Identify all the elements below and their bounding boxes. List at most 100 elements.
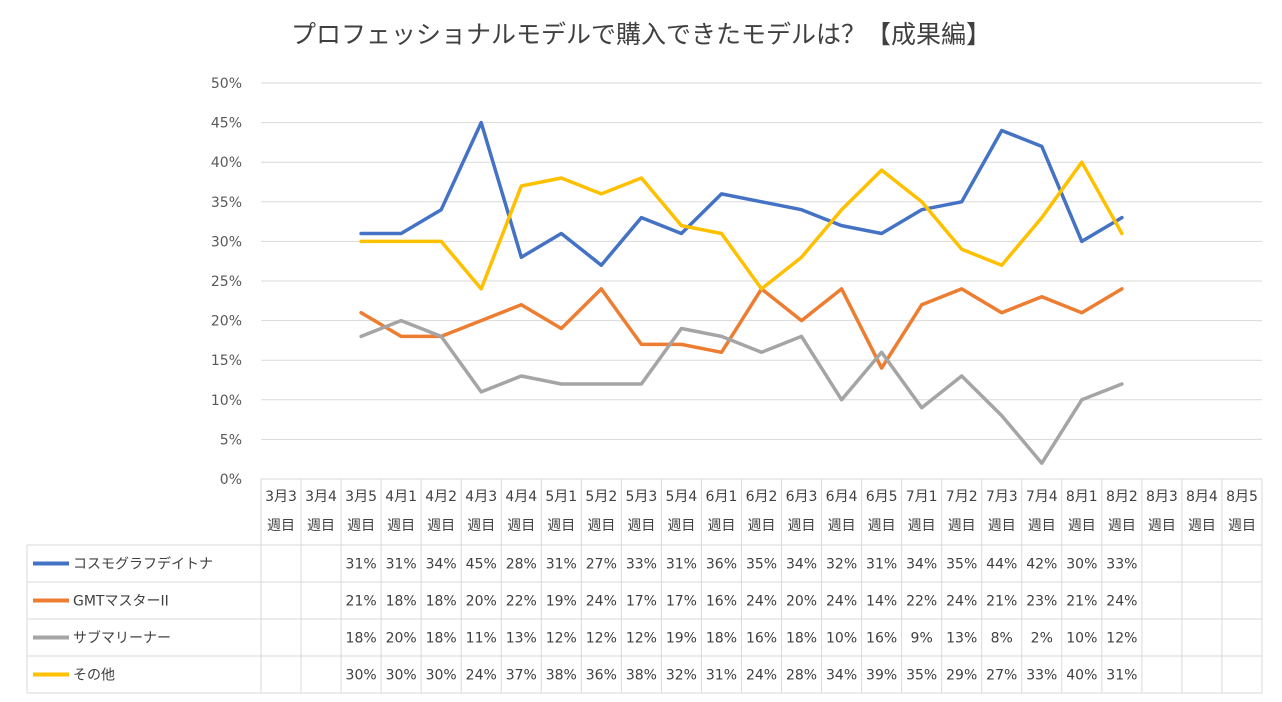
x-tick-label-week: 週目 (1028, 518, 1056, 534)
data-label: 21% (346, 594, 377, 610)
legend-label: サブマリーナー (73, 630, 171, 647)
data-label: 27% (586, 557, 617, 573)
series-line (359, 160, 1124, 291)
data-label: 42% (1026, 557, 1057, 573)
x-tick-label-week: 週目 (748, 518, 776, 534)
x-tick-label-week: 週目 (1148, 518, 1176, 534)
data-label: 2% (1031, 631, 1053, 647)
x-tick-label-week: 週目 (267, 518, 295, 534)
data-label: 24% (1106, 594, 1137, 610)
data-label: 19% (546, 594, 577, 610)
data-label: 30% (386, 668, 417, 684)
x-tick-label: 3月3 (265, 489, 297, 505)
data-label: 12% (546, 631, 577, 647)
data-label: 13% (506, 631, 537, 647)
data-label: 31% (866, 557, 897, 573)
data-label: 18% (346, 631, 377, 647)
data-label: 10% (1066, 631, 1097, 647)
data-label: 16% (746, 631, 777, 647)
x-tick-label-week: 週目 (788, 518, 816, 534)
series-line (359, 318, 1124, 465)
x-tick-label-week: 週目 (667, 518, 695, 534)
series-line (359, 120, 1124, 267)
y-tick-label: 45% (211, 116, 242, 132)
x-tick-label: 3月4 (305, 489, 337, 505)
data-label: 38% (546, 668, 577, 684)
data-label: 20% (786, 594, 817, 610)
data-label: 31% (706, 668, 737, 684)
y-tick-label: 20% (211, 314, 242, 330)
data-label: 44% (986, 557, 1017, 573)
data-label: 23% (1026, 594, 1057, 610)
data-label: 30% (346, 668, 377, 684)
y-tick-label: 15% (211, 353, 242, 369)
data-label: 31% (1106, 668, 1137, 684)
data-label: 22% (506, 594, 537, 610)
data-label: 35% (906, 668, 937, 684)
data-label: 34% (426, 557, 457, 573)
x-tick-label-week: 週目 (707, 518, 735, 534)
data-label: 38% (626, 668, 657, 684)
x-tick-label: 6月4 (826, 489, 858, 505)
data-label: 24% (586, 594, 617, 610)
x-tick-label: 8月3 (1146, 489, 1178, 505)
data-label: 28% (786, 668, 817, 684)
data-label: 36% (706, 557, 737, 573)
data-label: 30% (426, 668, 457, 684)
data-label: 35% (946, 557, 977, 573)
x-tick-label: 7月2 (946, 489, 978, 505)
x-tick-label: 6月2 (746, 489, 778, 505)
data-label: 34% (906, 557, 937, 573)
x-tick-label-week: 週目 (547, 518, 575, 534)
x-tick-label: 4月2 (425, 489, 457, 505)
y-tick-label: 50% (211, 76, 242, 92)
x-tick-label-week: 週目 (988, 518, 1016, 534)
x-tick-label: 6月1 (706, 489, 738, 505)
data-label: 36% (586, 668, 617, 684)
data-label: 18% (706, 631, 737, 647)
x-tick-label-week: 週目 (868, 518, 896, 534)
gridlines: 0% 5% 10% 15% 20% 25% 30% 35% 40% 45% 50% (211, 76, 1262, 488)
data-label: 33% (1026, 668, 1057, 684)
data-label: 12% (1106, 631, 1137, 647)
data-label: 35% (746, 557, 777, 573)
data-label: 16% (866, 631, 897, 647)
chart-title: プロフェッショナルモデルで購入できたモデルは？【成果編】 (291, 20, 991, 49)
data-label: 29% (946, 668, 977, 684)
data-label: 11% (466, 631, 497, 647)
data-label: 12% (626, 631, 657, 647)
x-tick-label: 7月1 (906, 489, 938, 505)
data-label: 32% (826, 557, 857, 573)
y-tick-label: 5% (220, 432, 242, 448)
data-label: 24% (746, 668, 777, 684)
x-tick-label-week: 週目 (347, 518, 375, 534)
y-tick-label: 10% (211, 393, 242, 409)
x-tick-label-week: 週目 (828, 518, 856, 534)
data-label: 8% (991, 631, 1013, 647)
y-tick-label: 35% (211, 195, 242, 211)
data-label: 17% (666, 594, 697, 610)
y-tick-label: 25% (211, 274, 242, 290)
x-tick-label-week: 週目 (387, 518, 415, 534)
data-label: 10% (826, 631, 857, 647)
data-label: 16% (706, 594, 737, 610)
x-tick-label-week: 週目 (587, 518, 615, 534)
x-tick-label: 7月4 (1026, 489, 1058, 505)
x-tick-label-week: 週目 (948, 518, 976, 534)
legend-label: その他 (73, 668, 115, 684)
x-tick-label: 3月5 (345, 489, 377, 505)
x-tick-label: 8月2 (1106, 489, 1138, 505)
x-tick-label: 6月5 (866, 489, 898, 505)
data-label: 39% (866, 668, 897, 684)
data-label: 18% (426, 594, 457, 610)
data-label: 24% (946, 594, 977, 610)
x-tick-label: 7月3 (986, 489, 1018, 505)
series-lines (359, 120, 1124, 465)
y-tick-label: 0% (220, 472, 242, 488)
data-label: 19% (666, 631, 697, 647)
x-tick-label: 6月3 (786, 489, 818, 505)
data-table: 3月3 週目 3月4 週目 3月5 週目 4月1 週目 4月2 週目 4月3 週目 4月4 週目 5月1 週目… (26, 479, 1263, 694)
x-tick-label: 4月4 (505, 489, 537, 505)
